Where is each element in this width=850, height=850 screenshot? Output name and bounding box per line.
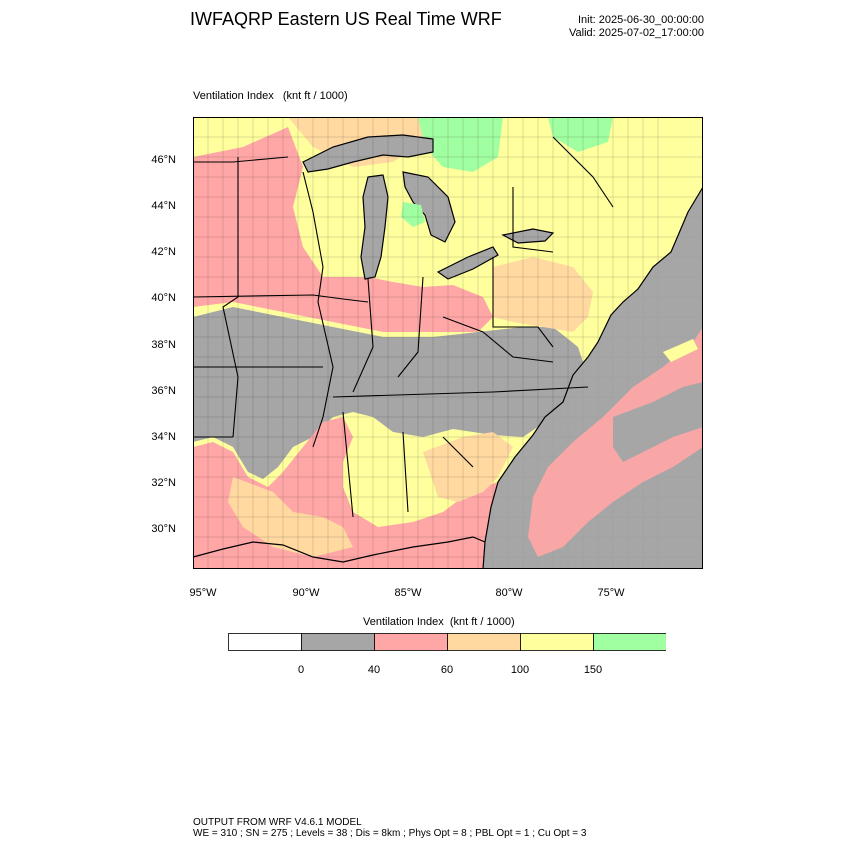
lat-label-42: 42°N: [151, 246, 176, 258]
lake-huron: [402, 171, 456, 243]
offshore-good-strip: [663, 339, 698, 362]
legend-label-100: 100: [510, 664, 530, 676]
legend-colorbar: [228, 633, 666, 651]
gulf-coastline: [193, 536, 486, 563]
legend-swatch: [520, 633, 594, 651]
lat-label-34: 34°N: [151, 431, 176, 443]
legend-title: Ventilation Index (knt ft / 1000): [363, 616, 515, 628]
canada-excellent-area: [418, 117, 503, 172]
lat-label-38: 38°N: [151, 339, 176, 351]
state-boundaries: [193, 136, 614, 518]
legend-label-40: 40: [367, 664, 381, 676]
init-valid-times: Init: 2025-06-30_00:00:00 Valid: 2025-07…: [520, 14, 704, 40]
legend-swatch: [228, 633, 302, 651]
michigan-excellent-area: [401, 202, 425, 227]
legend-swatch: [374, 633, 448, 651]
lon-label-80: 80°W: [495, 587, 523, 599]
map-title: Ventilation Index (knt ft / 1000): [193, 90, 348, 102]
lat-label-32: 32°N: [151, 477, 176, 489]
legend-label-60: 60: [440, 664, 454, 676]
lat-label-46: 46°N: [151, 154, 176, 166]
lon-label-75: 75°W: [597, 587, 625, 599]
legend-label-150: 150: [583, 664, 603, 676]
lon-label-85: 85°W: [394, 587, 422, 599]
legend-swatch: [301, 633, 375, 651]
footer-line-2: WE = 310 ; SN = 275 ; Levels = 38 ; Dis …: [193, 828, 587, 839]
main-title: IWFAQRP Eastern US Real Time WRF: [190, 9, 502, 29]
lon-label-95: 95°W: [189, 587, 217, 599]
lon-label-90: 90°W: [292, 587, 320, 599]
valid-time: Valid: 2025-07-02_17:00:00: [569, 27, 704, 39]
lat-label-40: 40°N: [151, 292, 176, 304]
init-time: Init: 2025-06-30_00:00:00: [578, 14, 704, 26]
legend-swatch: [593, 633, 666, 651]
ventilation-index-map: [193, 117, 703, 569]
lat-label-36: 36°N: [151, 385, 176, 397]
footer-line-1: OUTPUT FROM WRF V4.6.1 MODEL: [193, 817, 362, 828]
legend-label-0: 0: [297, 664, 305, 676]
map-border: [193, 117, 703, 569]
canada-excellent-area-2: [548, 117, 613, 152]
coastline: [482, 186, 703, 569]
lake-superior: [302, 134, 434, 173]
offshore-gray-gap-top: [613, 382, 703, 462]
model-info-footer: OUTPUT FROM WRF V4.6.1 MODEL WE = 310 ; …: [193, 817, 586, 839]
lat-label-30: 30°N: [151, 523, 176, 535]
southeast-fair-area: [423, 432, 513, 502]
lat-label-44: 44°N: [151, 200, 176, 212]
central-gray-area: [193, 307, 588, 479]
legend-swatch: [447, 633, 521, 651]
